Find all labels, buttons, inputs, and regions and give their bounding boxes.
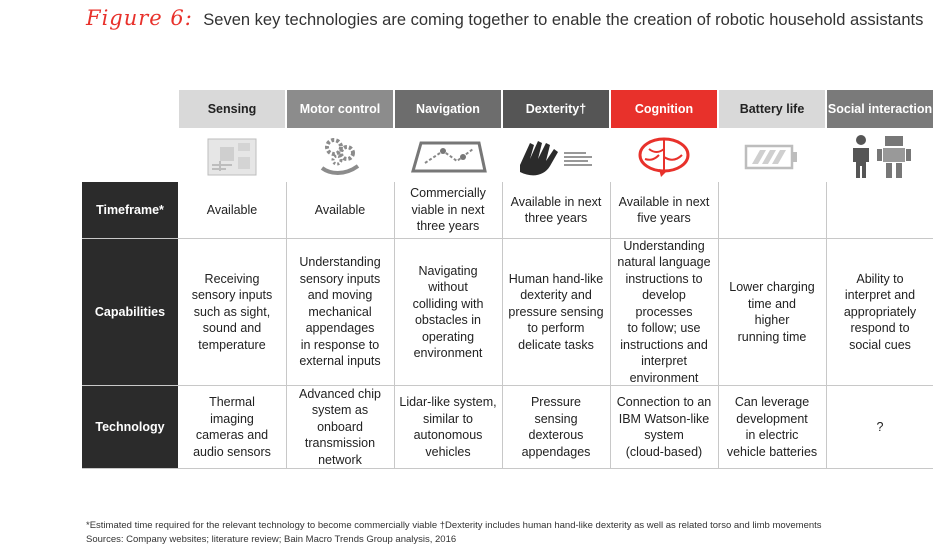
cell-capabilities-dexterity: Human hand-like dexterity and pressure s… [508,271,604,352]
column-header-sensing: Sensing [179,90,285,128]
cell-capabilities-social-interaction: Ability to interpret and appropriately r… [843,271,917,352]
figure-label: Figure 6: [86,6,193,30]
cell-technology-navigation: Lidar-like system, similar to autonomous… [399,395,497,459]
grid-line [394,182,395,468]
grid-line [286,182,287,468]
cell-capabilities-navigation: Navigating without colliding with obstac… [412,263,484,361]
cell-technology-motor-control: Advanced chip system as onboard transmis… [298,386,381,467]
cell-timeframe-navigation: Commercially viable in next three years [410,186,486,234]
battery-icon [719,133,825,181]
row-label-technology: Technology [82,386,178,468]
cell-capabilities-cognition: Understanding natural language instructi… [617,238,711,385]
map-tablet-icon [395,133,501,181]
grid-line [826,182,827,468]
cell-timeframe-sensing: Available [206,202,258,217]
person-robot-icon [827,133,933,181]
column-header-cognition: Cognition [611,90,717,128]
row-label-timeframe: Timeframe* [82,182,178,238]
figure-title-row: Figure 6: Seven key technologies are com… [86,6,923,36]
cell-technology-sensing: Thermal imaging cameras and audio sensor… [193,395,271,459]
cell-timeframe-battery-life [719,182,825,238]
grid-line [82,468,933,469]
robotic-hand-icon [503,133,609,181]
grid-line [718,182,719,468]
cell-technology-battery-life: Can leverage development in electric veh… [726,395,818,459]
column-header-social-interaction: Social interaction [827,90,933,128]
grid-line [502,182,503,468]
sources-note: Sources: Company websites; literature re… [86,534,457,545]
column-header-motor-control: Motor control [287,90,393,128]
cell-capabilities-battery-life: Lower charging time and higher running t… [729,280,815,344]
column-header-dexterity: Dexterity† [503,90,609,128]
grid-line [82,238,933,239]
cell-technology-social-interaction: ? [876,419,884,434]
cell-timeframe-social-interaction [827,182,933,238]
cell-capabilities-sensing: Receiving sensory inputs such as sight, … [191,271,273,352]
cell-timeframe-cognition: Available in next five years [618,194,710,226]
grid-line [82,385,933,386]
brain-icon [611,133,717,181]
circuit-board-icon [179,133,285,181]
column-header-battery-life: Battery life [719,90,825,128]
cell-technology-dexterity: Pressure sensing dexterous appendages [521,395,591,459]
column-header-navigation: Navigation [395,90,501,128]
cell-timeframe-dexterity: Available in next three years [510,194,602,226]
row-label-capabilities: Capabilities [82,239,178,385]
cell-timeframe-motor-control: Available [314,202,366,217]
figure-title: Seven key technologies are coming togeth… [203,11,924,29]
grid-line [610,182,611,468]
cell-capabilities-motor-control: Understanding sensory inputs and moving … [299,255,381,369]
gears-hand-icon [287,133,393,181]
footnote: *Estimated time required for the relevan… [86,520,822,531]
cell-technology-cognition: Connection to an IBM Watson-like system … [616,395,712,459]
